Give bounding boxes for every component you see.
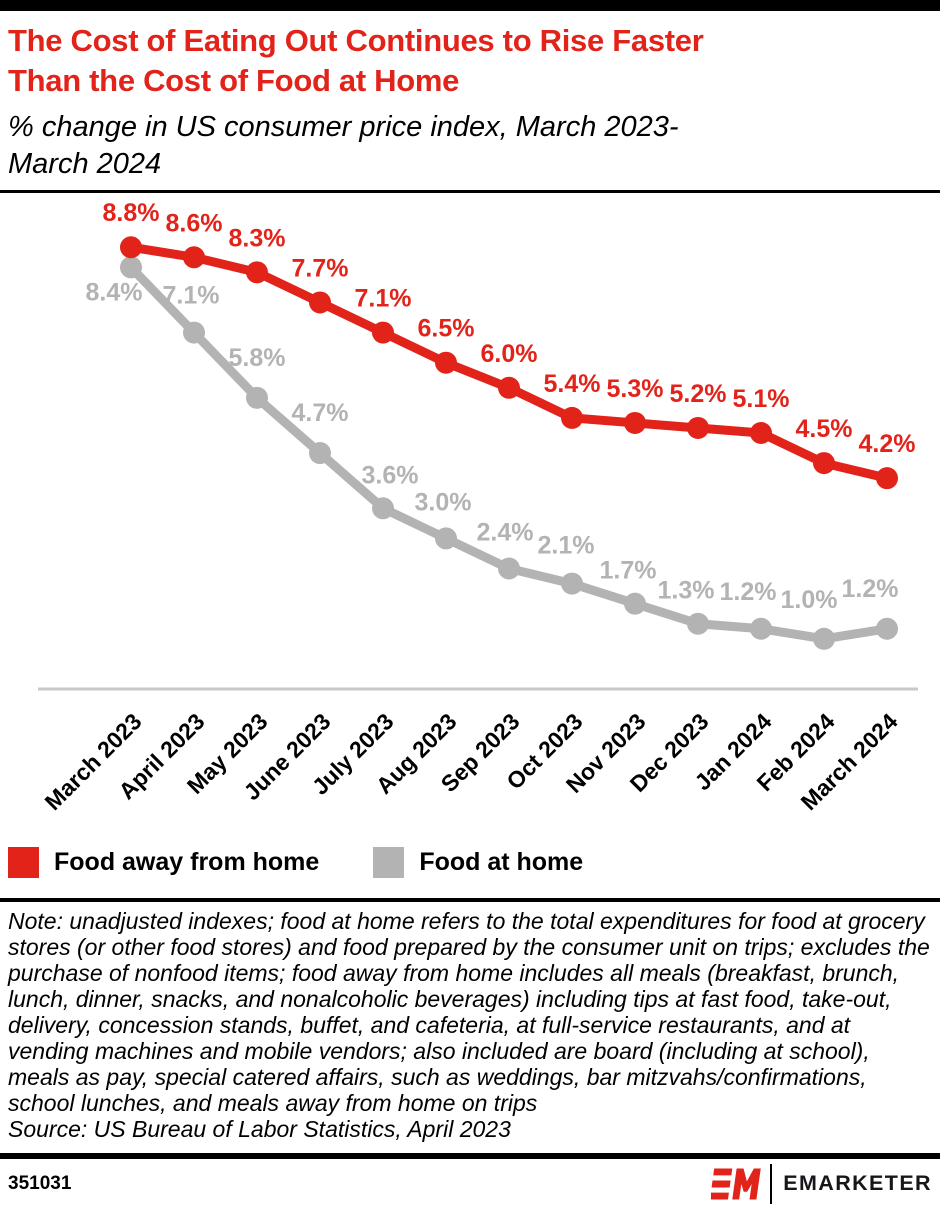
data-point [120,256,142,279]
brand-wordmark: EMARKETER [783,1171,932,1195]
legend-swatch [8,847,39,879]
legend: Food away from home Food at home [0,838,940,886]
data-point [435,527,457,550]
value-label: 3.0% [415,488,472,516]
header-divider [0,189,940,193]
value-label: 1.2% [720,578,777,606]
page-title: The Cost of Eating Out Continues to Rise… [8,21,932,102]
value-label: 5.4% [544,370,601,398]
value-label: 1.3% [658,577,715,605]
footer-block: 351031 EMARKETER [0,1147,940,1208]
legend-item: Food at home [373,847,584,879]
value-label: 8.8% [103,199,160,227]
value-label: 4.7% [292,399,349,427]
value-label: 1.2% [842,575,899,603]
footer-divider [0,1153,940,1159]
value-label: 4.2% [859,430,916,458]
data-point [750,617,772,640]
chart-id: 351031 [8,1172,72,1194]
chart-subtitle: % change in US consumer price index, Mar… [8,109,932,184]
data-point [372,321,394,344]
note-text: Note: unadjusted indexes; food at home r… [8,907,930,1116]
value-label: 8.6% [166,209,223,237]
value-label: 2.1% [538,532,595,560]
title-line-1: The Cost of Eating Out Continues to Rise… [8,23,704,58]
value-label: 7.1% [163,282,220,310]
data-point [120,236,142,259]
data-point [246,261,268,284]
title-line-2: Than the Cost of Food at Home [8,63,460,99]
value-label: 7.7% [292,254,349,282]
value-label: 3.6% [362,461,419,489]
chart-area: 8.4% 7.1% 5.8% 4.7% 3.6% 3.0% 2.4% 2.1% 1.7% 1.3%… [0,193,940,838]
value-label: 8.4% [86,278,143,306]
source-text: Source: US Bureau of Labor Statistics, A… [8,1115,511,1142]
note-divider [0,897,940,902]
data-point [687,416,709,439]
value-label: 6.5% [418,315,475,343]
value-label: 6.0% [481,340,538,368]
value-label: 5.8% [229,344,286,372]
legend-label: Food away from home [54,848,320,877]
value-label: 4.5% [796,415,853,443]
legend-item: Food away from home [8,847,320,879]
subtitle-line-1: % change in US consumer price index, Mar… [8,110,679,143]
data-point [813,627,835,650]
value-label: 7.1% [355,285,412,313]
value-label: 2.4% [477,518,534,546]
data-point [498,557,520,580]
value-label: 1.7% [600,557,657,585]
data-point [246,386,268,409]
logo-divider [770,1163,773,1204]
data-point [876,467,898,490]
data-point [750,421,772,444]
data-point [435,351,457,374]
value-label: 1.0% [781,586,838,614]
emarketer-logo-icon [711,1167,761,1200]
data-point [372,497,394,520]
legend-label: Food at home [419,848,584,877]
top-bar [0,0,940,11]
data-point [309,291,331,314]
line-chart: 8.4% 7.1% 5.8%4.7% 3.6%3.0%2.4% 2.1%1.7%1.3%… [38,199,918,815]
data-point [183,246,205,269]
data-point [561,572,583,595]
data-point [624,411,646,434]
data-point [813,452,835,475]
header: The Cost of Eating Out Continues to Rise… [0,11,940,190]
brand-logo: EMARKETER [711,1163,932,1204]
subtitle-line-2: March 2024 [8,148,162,181]
data-point [624,592,646,615]
data-point [876,617,898,640]
value-label: 5.3% [607,375,664,403]
data-point [498,376,520,399]
data-point [561,406,583,429]
footer: 351031 EMARKETER [0,1159,940,1208]
legend-swatch [373,847,405,879]
data-point [183,321,205,344]
value-label: 8.3% [229,224,286,252]
data-point [309,442,331,465]
value-label: 5.1% [733,385,790,413]
data-point [687,612,709,635]
value-label: 5.2% [670,380,727,408]
